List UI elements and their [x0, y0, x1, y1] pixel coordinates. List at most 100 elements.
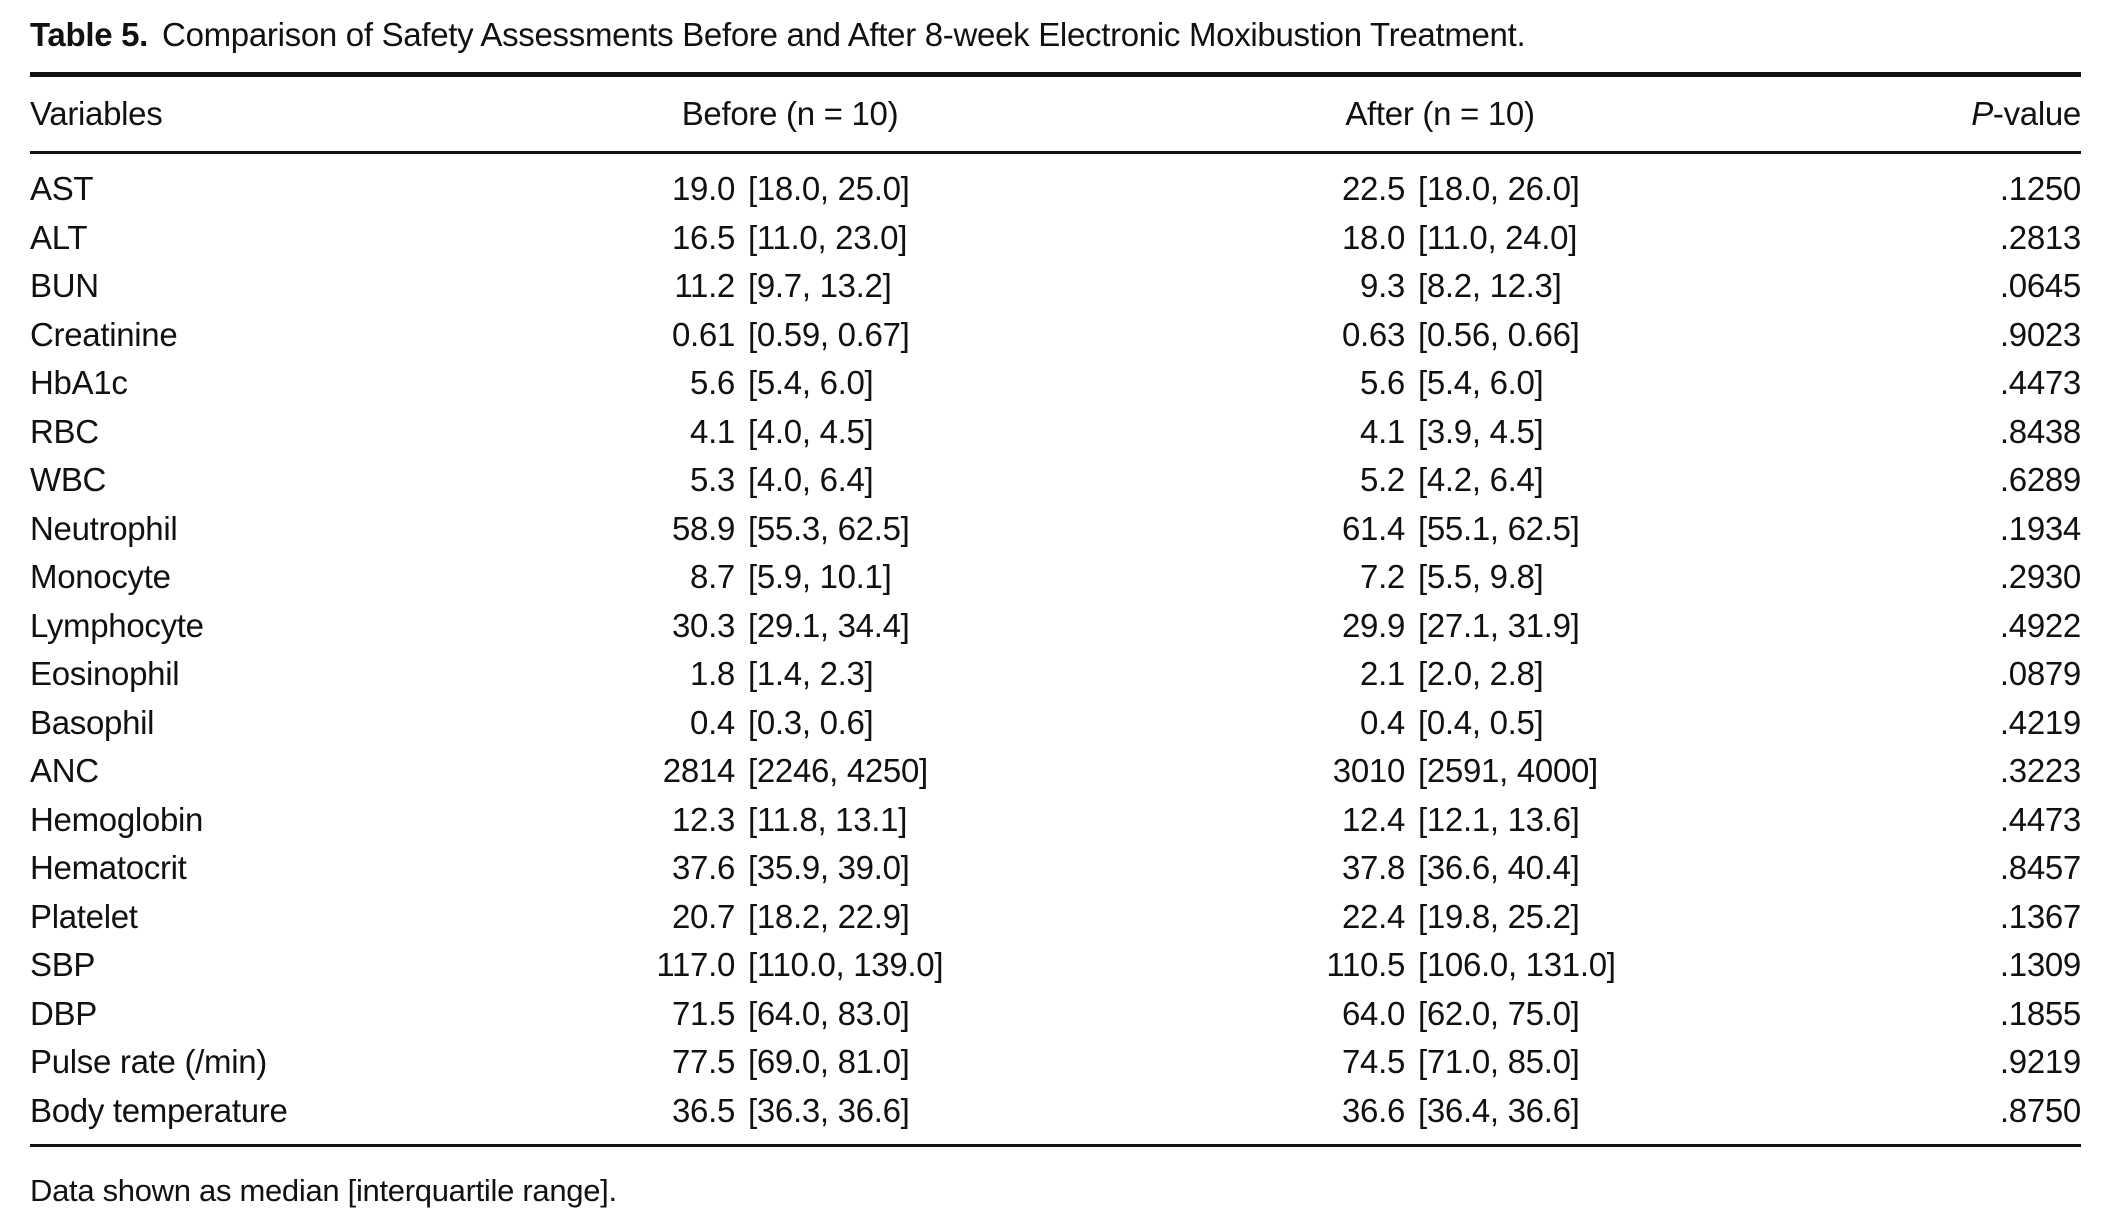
- before-iqr: [0.3, 0.6]: [748, 703, 874, 741]
- row-before-value: 4.1 [4.0, 4.5]: [520, 408, 1060, 457]
- before-iqr: [11.8, 13.1]: [748, 800, 908, 838]
- row-before-value: 71.5 [64.0, 83.0]: [520, 990, 1060, 1039]
- before-iqr: [5.4, 6.0]: [748, 364, 874, 401]
- after-median: 7.2: [1360, 558, 1405, 595]
- before-iqr: [4.0, 4.5]: [748, 412, 874, 450]
- table-row: RBC 4.1 [4.0, 4.5] 4.1 [3.9, 4.5] .8438: [30, 408, 2081, 457]
- table-row: Lymphocyte 30.3 [29.1, 34.4] 29.9 [27.1, 31.…: [30, 602, 2081, 651]
- row-before-value: 36.5 [36.3, 36.6]: [520, 1086, 1060, 1147]
- row-variable: Monocyte: [30, 558, 171, 595]
- table-row: Monocyte 8.7 [5.9, 10.1] 7.2 [5.5, 9.8] .2930: [30, 553, 2081, 602]
- row-p-value: .4922: [1999, 606, 2081, 644]
- row-variable: WBC: [30, 461, 107, 498]
- before-iqr: [9.7, 13.2]: [748, 267, 892, 304]
- table-row: SBP 117.0 [110.0, 139.0] 110.5 [106.0, 131.0…: [30, 941, 2081, 990]
- row-after-value: 5.2 [4.2, 6.4]: [1060, 456, 1820, 505]
- before-iqr: [36.3, 36.6]: [748, 1091, 910, 1129]
- safety-assessment-table: Variables Before (n = 10) After (n = 10)…: [30, 72, 2081, 1147]
- before-median: 1.8: [690, 655, 735, 692]
- after-iqr: [0.56, 0.66]: [1418, 315, 1580, 353]
- column-header-variables: Variables: [30, 72, 520, 154]
- before-iqr: [29.1, 34.4]: [748, 606, 910, 644]
- row-p-value: .1855: [1999, 994, 2081, 1032]
- table-row: Pulse rate (/min) 77.5 [69.0, 81.0] 74.5 [71…: [30, 1038, 2081, 1087]
- before-median: 36.5: [671, 1091, 735, 1129]
- row-variable: Platelet: [30, 897, 138, 935]
- before-iqr: [69.0, 81.0]: [748, 1043, 910, 1080]
- table-row: Body temperature 36.5 [36.3, 36.6] 36.6 [36.…: [30, 1086, 2081, 1147]
- row-p-value: .8457: [1999, 849, 2081, 886]
- after-iqr: [106.0, 131.0]: [1418, 946, 1616, 983]
- row-p-value: .3223: [1999, 752, 2081, 789]
- row-after-value: 64.0 [62.0, 75.0]: [1060, 990, 1820, 1039]
- column-header-p-value: P-value: [1820, 72, 2081, 154]
- row-p-value: .2930: [1999, 558, 2081, 595]
- table-row: Basophil 0.4 [0.3, 0.6] 0.4 [0.4, 0.5] .4219: [30, 699, 2081, 748]
- row-before-value: 11.2 [9.7, 13.2]: [520, 262, 1060, 311]
- row-p-value: .9219: [1999, 1043, 2081, 1080]
- row-after-value: 5.6 [5.4, 6.0]: [1060, 359, 1820, 408]
- row-after-value: 18.0 [11.0, 24.0]: [1060, 214, 1820, 263]
- row-p-value: .1250: [1999, 170, 2081, 207]
- row-before-value: 1.8 [1.4, 2.3]: [520, 650, 1060, 699]
- row-variable: RBC: [30, 412, 99, 450]
- table-row: Eosinophil 1.8 [1.4, 2.3] 2.1 [2.0, 2.8] .087…: [30, 650, 2081, 699]
- row-before-value: 19.0 [18.0, 25.0]: [520, 153, 1060, 214]
- after-iqr: [62.0, 75.0]: [1418, 994, 1580, 1032]
- table-row: Platelet 20.7 [18.2, 22.9] 22.4 [19.8, 25.2]…: [30, 893, 2081, 942]
- row-before-value: 117.0 [110.0, 139.0]: [520, 941, 1060, 990]
- row-after-value: 0.63 [0.56, 0.66]: [1060, 311, 1820, 360]
- row-p-value: .8750: [1820, 1086, 2081, 1147]
- table-row: BUN 11.2 [9.7, 13.2] 9.3 [8.2, 12.3] .0645: [30, 262, 2081, 311]
- after-iqr: [71.0, 85.0]: [1418, 1043, 1580, 1080]
- before-iqr: [64.0, 83.0]: [748, 994, 910, 1032]
- table-row: Neutrophil 58.9 [55.3, 62.5] 61.4 [55.1, 62.…: [30, 505, 2081, 554]
- row-p-value: .4219: [1999, 703, 2081, 741]
- before-median: 12.3: [671, 800, 735, 838]
- after-median: 9.3: [1360, 267, 1405, 304]
- row-after-value: 9.3 [8.2, 12.3]: [1060, 262, 1820, 311]
- after-iqr: [2591, 4000]: [1418, 752, 1598, 789]
- row-variable: SBP: [30, 946, 96, 983]
- after-iqr: [0.4, 0.5]: [1418, 703, 1544, 741]
- after-iqr: [11.0, 24.0]: [1418, 218, 1578, 256]
- after-median: 64.0: [1341, 994, 1405, 1032]
- row-p-value: .8438: [1999, 412, 2081, 450]
- row-variable: AST: [30, 170, 94, 207]
- table-number-label: Table 5.: [30, 16, 149, 53]
- row-before-value: 0.61 [0.59, 0.67]: [520, 311, 1060, 360]
- p-value-italic-p: P: [1971, 95, 1993, 132]
- table-row: DBP 71.5 [64.0, 83.0] 64.0 [62.0, 75.0] .1855: [30, 990, 2081, 1039]
- table-footnote: Data shown as median [interquartile rang…: [30, 1173, 617, 1208]
- table-row: Hematocrit 37.6 [35.9, 39.0] 37.8 [36.6, 40.…: [30, 844, 2081, 893]
- before-median: 5.6: [690, 364, 735, 401]
- before-median: 8.7: [690, 558, 735, 595]
- p-value-rest: -value: [1992, 95, 2081, 132]
- row-after-value: 36.6 [36.4, 36.6]: [1060, 1086, 1820, 1147]
- after-iqr: [27.1, 31.9]: [1418, 606, 1580, 644]
- row-after-value: 7.2 [5.5, 9.8]: [1060, 553, 1820, 602]
- before-median: 4.1: [690, 412, 735, 450]
- row-variable: Lymphocyte: [30, 606, 204, 644]
- after-iqr: [36.4, 36.6]: [1418, 1091, 1580, 1129]
- row-p-value: .1934: [1999, 509, 2081, 547]
- before-iqr: [18.0, 25.0]: [748, 170, 910, 207]
- table-body: AST 19.0 [18.0, 25.0] 22.5 [18.0, 26.0] .1250…: [30, 153, 2081, 1147]
- row-before-value: 5.6 [5.4, 6.0]: [520, 359, 1060, 408]
- row-p-value: .9023: [1999, 315, 2081, 353]
- before-median: 0.4: [690, 703, 735, 741]
- column-header-after: After (n = 10): [1060, 72, 1820, 154]
- after-median: 74.5: [1341, 1043, 1405, 1080]
- table-row: HbA1c 5.6 [5.4, 6.0] 5.6 [5.4, 6.0] .4473: [30, 359, 2081, 408]
- before-iqr: [0.59, 0.67]: [748, 315, 910, 353]
- header-row: Variables Before (n = 10) After (n = 10)…: [30, 72, 2081, 154]
- row-p-value: .1309: [1999, 946, 2081, 983]
- after-median: 22.4: [1341, 897, 1405, 935]
- column-header-before: Before (n = 10): [520, 72, 1060, 154]
- after-median: 2.1: [1360, 655, 1405, 692]
- before-median: 117.0: [656, 946, 735, 983]
- row-after-value: 74.5 [71.0, 85.0]: [1060, 1038, 1820, 1087]
- after-median: 110.5: [1326, 946, 1405, 983]
- table-row: WBC 5.3 [4.0, 6.4] 5.2 [4.2, 6.4] .6289: [30, 456, 2081, 505]
- before-iqr: [4.0, 6.4]: [748, 461, 874, 498]
